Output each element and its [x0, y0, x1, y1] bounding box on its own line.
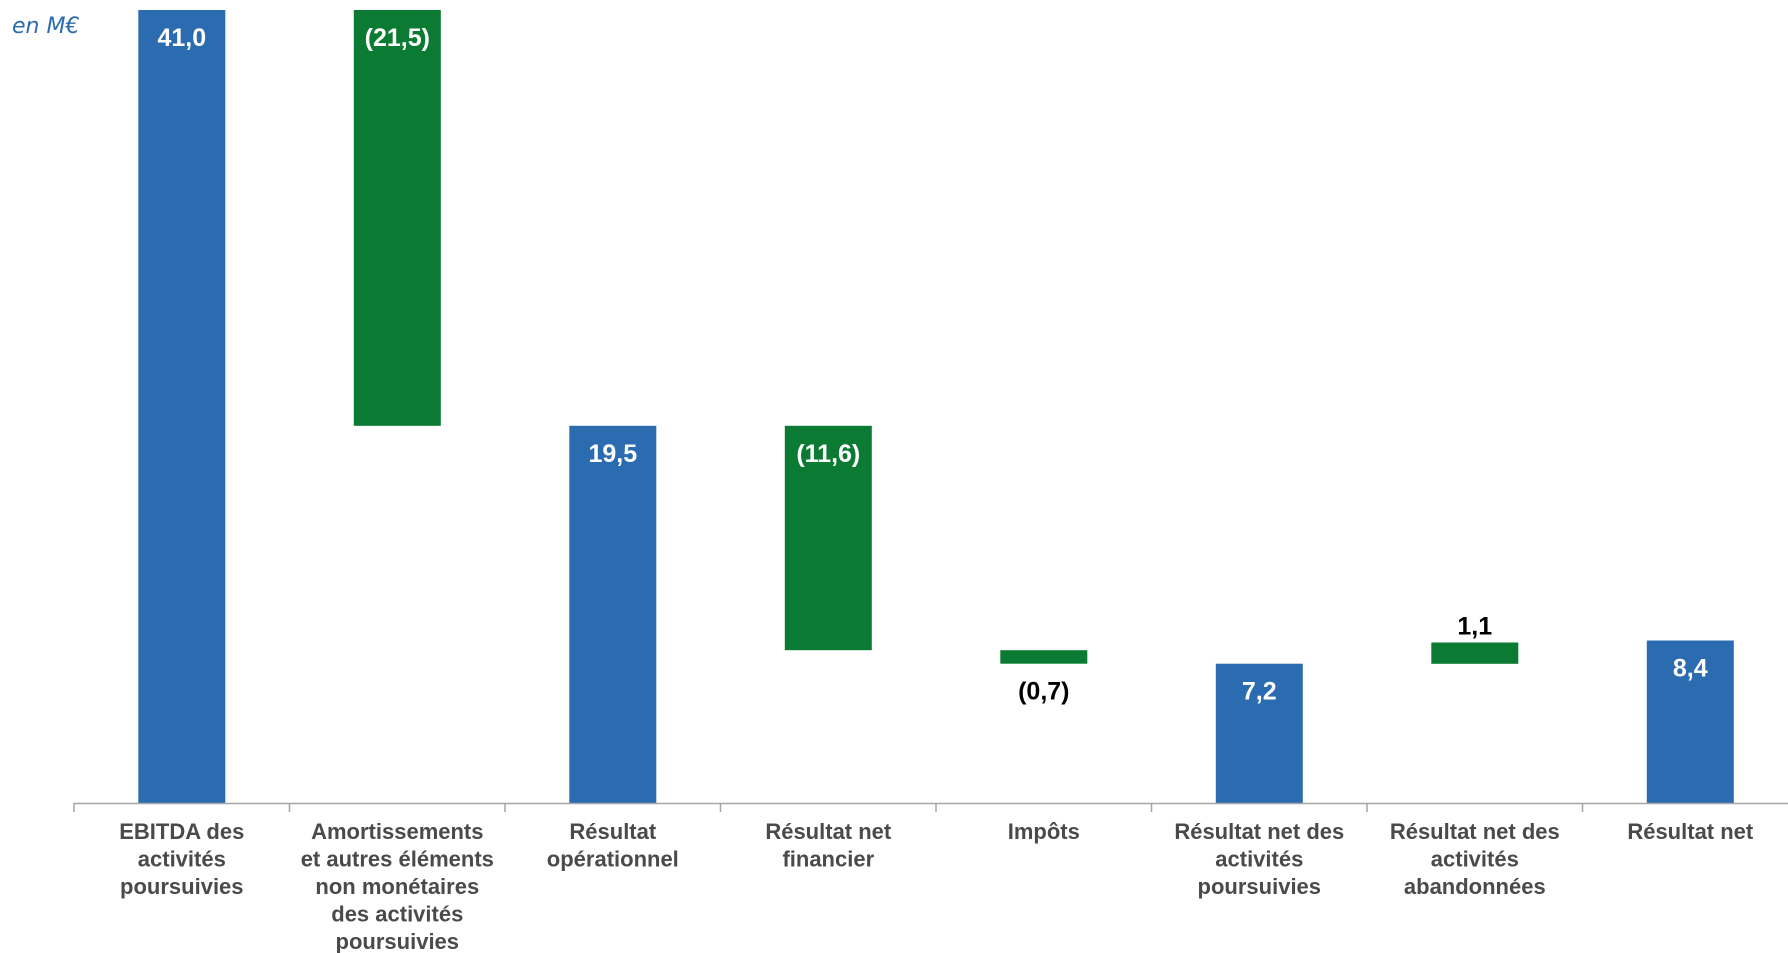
bars-layer [138, 10, 1734, 803]
category-label-line: poursuivies [120, 874, 243, 899]
category-label-line: activités [138, 847, 226, 872]
category-label-line: activités [1215, 847, 1303, 872]
category-labels: EBITDA des activités poursuiviesAmortissem… [119, 819, 1754, 953]
bar-2 [569, 425, 657, 803]
category-label-line: Résultat net des [1174, 819, 1344, 844]
value-label-1: (21,5) [365, 24, 430, 52]
bar-5 [1215, 663, 1303, 803]
bar-7 [1646, 640, 1734, 803]
value-label-4: (0,7) [1018, 678, 1069, 706]
category-label-line: EBITDA des [119, 819, 244, 844]
bar-3 [784, 425, 872, 651]
category-label-line: et autres éléments [301, 847, 494, 872]
category-label-7: Résultat net [1627, 819, 1754, 844]
category-label-0: EBITDA des activités poursuivies [119, 819, 244, 899]
category-label-line: activités [1431, 847, 1519, 872]
category-label-line: poursuivies [1198, 874, 1321, 899]
x-axis [73, 802, 1788, 812]
value-label-7: 8,4 [1673, 655, 1708, 683]
bar-0 [138, 10, 226, 803]
category-label-3: Résultat net financier [765, 819, 892, 872]
bar-4 [1000, 650, 1088, 664]
value-label-3: (11,6) [796, 440, 860, 468]
category-label-line: poursuivies [336, 929, 459, 953]
bar-1 [353, 10, 441, 426]
category-label-6: Résultat net des activités abandonnées [1390, 819, 1560, 899]
category-label-1: Amortissements et autres éléments non moné… [301, 819, 494, 953]
value-label-2: 19,5 [588, 440, 637, 468]
category-label-line: Résultat net des [1390, 819, 1560, 844]
category-label-2: Résultat opérationnel [547, 819, 679, 872]
value-label-6: 1,1 [1457, 613, 1492, 641]
category-label-line: Impôts [1008, 819, 1080, 844]
value-labels: 41,0 (21,5) 19,5 (11,6) (0,7) 7,2 1,1 8,4 [157, 24, 1707, 706]
bar-6 [1431, 642, 1519, 664]
category-label-line: Résultat net [1627, 819, 1754, 844]
category-label-line: Résultat net [765, 819, 892, 844]
category-label-line: Résultat [569, 819, 656, 844]
category-label-line: Amortissements [311, 819, 483, 844]
category-label-line: financier [782, 847, 874, 872]
category-label-line: opérationnel [547, 847, 679, 872]
category-label-4: Impôts [1008, 819, 1080, 844]
value-label-5: 7,2 [1242, 678, 1277, 706]
category-label-5: Résultat net des activités poursuivies [1174, 819, 1344, 899]
value-label-0: 41,0 [157, 24, 206, 52]
category-label-line: abandonnées [1404, 874, 1546, 899]
category-label-line: non monétaires [315, 874, 479, 899]
unit-label: en M€ [12, 14, 80, 39]
category-label-line: des activités [331, 902, 463, 927]
